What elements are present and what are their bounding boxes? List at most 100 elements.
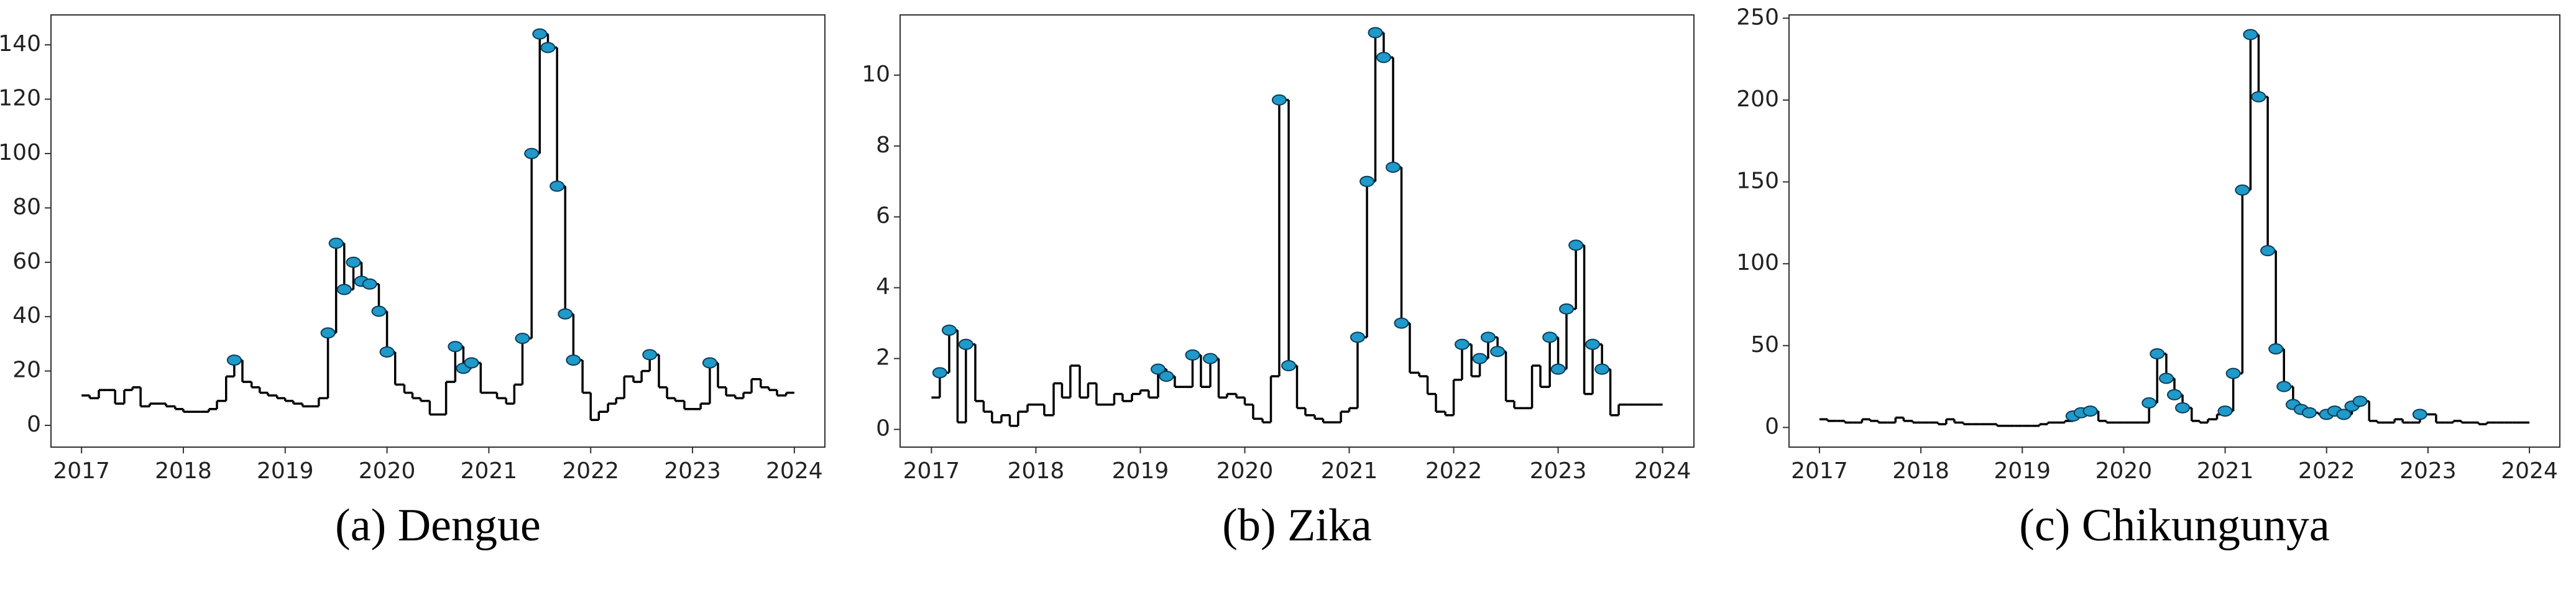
anomaly-marker bbox=[346, 256, 361, 268]
y-tick-label: 20 bbox=[12, 358, 41, 383]
y-tick-label: 200 bbox=[1736, 86, 1779, 112]
anomaly-marker bbox=[1359, 175, 1375, 187]
anomaly-marker bbox=[1386, 161, 1401, 173]
x-tick-label: 2022 bbox=[2298, 458, 2355, 484]
anomaly-marker bbox=[2150, 348, 2165, 359]
anomaly-marker bbox=[2251, 91, 2266, 103]
anomaly-marker bbox=[642, 349, 658, 361]
anomaly-marker bbox=[1585, 338, 1601, 350]
x-tick-label: 2018 bbox=[1892, 458, 1949, 484]
x-tick-label: 2022 bbox=[562, 458, 619, 484]
x-tick-label: 2024 bbox=[1634, 458, 1691, 484]
anomaly-marker bbox=[558, 308, 573, 320]
anomaly-marker bbox=[2352, 395, 2368, 407]
anomaly-marker bbox=[464, 357, 479, 369]
y-tick-label: 0 bbox=[1765, 414, 1779, 439]
anomaly-marker bbox=[1472, 353, 1488, 364]
anomaly-marker bbox=[524, 147, 540, 159]
x-tick-label: 2018 bbox=[155, 458, 212, 484]
anomaly-marker bbox=[1151, 363, 1166, 375]
y-tick-label: 150 bbox=[1736, 169, 1779, 194]
x-tick-label: 2023 bbox=[1530, 458, 1587, 484]
anomaly-marker bbox=[1542, 331, 1558, 343]
anomaly-marker bbox=[2235, 184, 2250, 196]
anomaly-marker bbox=[2175, 402, 2191, 414]
y-tick-label: 4 bbox=[876, 274, 890, 300]
anomaly-marker bbox=[362, 278, 377, 290]
anomaly-marker bbox=[1185, 349, 1200, 361]
caption: (b) Zika bbox=[1222, 500, 1371, 551]
anomaly-marker bbox=[2268, 343, 2284, 355]
anomaly-marker bbox=[2225, 368, 2241, 379]
anomaly-marker bbox=[448, 341, 463, 353]
y-tick-label: 50 bbox=[1750, 332, 1779, 358]
anomaly-marker bbox=[566, 354, 581, 366]
anomaly-marker bbox=[328, 238, 344, 249]
y-tick-label: 2 bbox=[876, 345, 890, 371]
anomaly-marker bbox=[1454, 338, 1470, 350]
x-tick-label: 2017 bbox=[53, 458, 110, 484]
anomaly-marker bbox=[2141, 397, 2157, 409]
anomaly-marker bbox=[2276, 381, 2292, 392]
anomaly-marker bbox=[336, 284, 352, 295]
caption: (c) Chikungunya bbox=[2019, 500, 2329, 551]
x-tick-label: 2019 bbox=[1112, 458, 1169, 484]
plot-frame bbox=[1788, 14, 2560, 448]
x-tick-label: 2021 bbox=[1321, 458, 1378, 484]
anomaly-marker bbox=[532, 28, 548, 40]
anomaly-marker bbox=[2243, 29, 2258, 40]
anomaly-marker bbox=[2217, 405, 2233, 417]
anomaly-marker bbox=[1480, 331, 1496, 343]
anomaly-marker bbox=[515, 333, 530, 345]
anomaly-marker bbox=[540, 42, 556, 53]
anomaly-marker bbox=[2260, 245, 2276, 257]
caption: (a) Dengue bbox=[335, 500, 541, 551]
x-tick-label: 2023 bbox=[2399, 458, 2457, 484]
y-tick-label: 250 bbox=[1736, 4, 1779, 30]
anomaly-marker bbox=[371, 305, 387, 317]
anomaly-marker bbox=[1368, 27, 1383, 39]
anomaly-marker bbox=[1376, 52, 1391, 63]
anomaly-marker bbox=[226, 354, 242, 366]
anomaly-marker bbox=[2158, 372, 2174, 384]
anomaly-marker bbox=[1550, 363, 1566, 375]
y-tick-label: 60 bbox=[12, 249, 41, 274]
anomaly-marker bbox=[702, 357, 717, 369]
anomaly-marker bbox=[1394, 317, 1409, 329]
anomaly-marker bbox=[1594, 363, 1610, 375]
x-tick-label: 2021 bbox=[2197, 458, 2254, 484]
anomaly-marker bbox=[2412, 409, 2427, 420]
anomaly-marker bbox=[932, 367, 947, 379]
y-tick-label: 10 bbox=[862, 62, 890, 87]
anomaly-marker bbox=[2082, 405, 2098, 417]
x-tick-label: 2017 bbox=[1791, 458, 1848, 484]
plot-frame bbox=[50, 14, 826, 448]
y-tick-label: 120 bbox=[0, 86, 41, 111]
anomaly-marker bbox=[1490, 346, 1506, 358]
y-tick-label: 6 bbox=[876, 203, 890, 229]
anomaly-marker bbox=[1559, 303, 1575, 315]
anomaly-marker bbox=[958, 338, 973, 350]
y-tick-label: 100 bbox=[0, 140, 41, 165]
anomaly-marker bbox=[379, 346, 395, 358]
x-tick-label: 2024 bbox=[766, 458, 823, 484]
x-tick-label: 2017 bbox=[903, 458, 960, 484]
anomaly-marker bbox=[1281, 359, 1297, 371]
anomaly-marker bbox=[1271, 94, 1287, 106]
y-tick-label: 140 bbox=[0, 31, 41, 57]
x-tick-label: 2021 bbox=[461, 458, 518, 484]
y-tick-label: 0 bbox=[876, 416, 890, 442]
x-tick-label: 2020 bbox=[1217, 458, 1274, 484]
anomaly-marker bbox=[550, 180, 565, 192]
plot-frame bbox=[899, 14, 1695, 448]
x-tick-label: 2020 bbox=[359, 458, 416, 484]
x-tick-label: 2020 bbox=[2095, 458, 2153, 484]
x-tick-label: 2022 bbox=[1425, 458, 1483, 484]
x-tick-label: 2023 bbox=[664, 458, 721, 484]
anomaly-marker bbox=[1203, 353, 1218, 364]
anomaly-marker bbox=[1350, 331, 1365, 343]
anomaly-marker bbox=[1159, 371, 1174, 382]
anomaly-marker bbox=[941, 325, 957, 336]
anomaly-marker bbox=[2167, 389, 2182, 400]
